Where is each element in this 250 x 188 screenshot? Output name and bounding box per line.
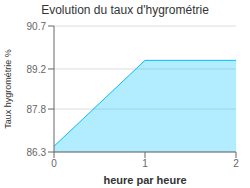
svg-text:Taux hygrométrie %: Taux hygrométrie % (8, 49, 13, 129)
svg-text:87.8: 87.8 (27, 104, 47, 115)
svg-text:heure par heure: heure par heure (103, 174, 186, 186)
svg-text:86.3: 86.3 (27, 147, 47, 158)
svg-text:89.2: 89.2 (27, 64, 47, 75)
svg-text:1: 1 (142, 158, 148, 169)
svg-text:0: 0 (51, 158, 57, 169)
svg-text:2: 2 (233, 158, 239, 169)
svg-text:90.7: 90.7 (27, 21, 47, 32)
html-text:Evolution du taux d'hygrométri: Evolution du taux d'hygrométrie (41, 3, 209, 17)
